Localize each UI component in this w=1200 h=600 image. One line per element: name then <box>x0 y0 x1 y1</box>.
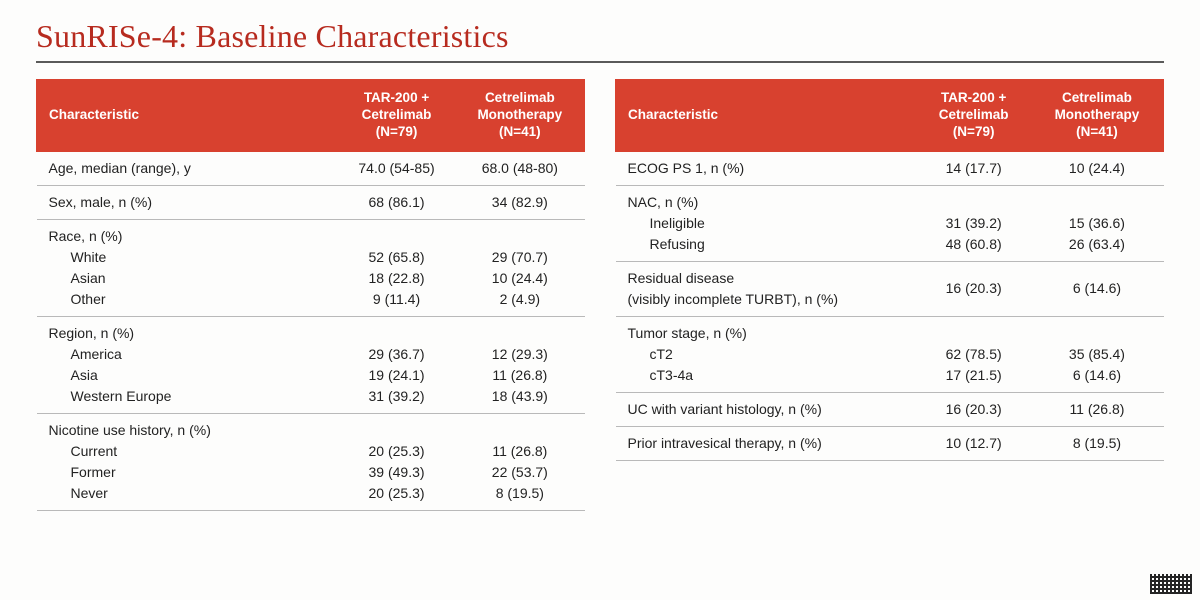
row-race: Race, n (%) White Asian Other 52 (65.8) … <box>37 219 585 316</box>
col-arm1: TAR-200 + Cetrelimab (N=79) <box>917 80 1031 152</box>
row-stage: Tumor stage, n (%) cT2 cT3-4a 62 (78.5) … <box>616 316 1164 392</box>
slide-title: SunRISe-4: Baseline Characteristics <box>36 18 1164 55</box>
row-uc-variant: UC with variant histology, n (%) 16 (20.… <box>616 392 1164 426</box>
col-arm2: Cetrelimab Monotherapy (N=41) <box>1030 80 1163 152</box>
qr-code-icon <box>1150 574 1192 594</box>
baseline-table-right: Characteristic TAR-200 + Cetrelimab (N=7… <box>615 79 1164 461</box>
tables-container: Characteristic TAR-200 + Cetrelimab (N=7… <box>36 79 1164 511</box>
row-prior-therapy: Prior intravesical therapy, n (%) 10 (12… <box>616 426 1164 460</box>
row-nicotine: Nicotine use history, n (%) Current Form… <box>37 413 585 510</box>
row-ecog: ECOG PS 1, n (%) 14 (17.7) 10 (24.4) <box>616 151 1164 185</box>
row-age: Age, median (range), y 74.0 (54-85) 68.0… <box>37 151 585 185</box>
col-characteristic: Characteristic <box>37 80 338 152</box>
header-row: Characteristic TAR-200 + Cetrelimab (N=7… <box>616 80 1164 152</box>
baseline-table-left: Characteristic TAR-200 + Cetrelimab (N=7… <box>36 79 585 511</box>
title-rule <box>36 61 1164 63</box>
col-arm2: Cetrelimab Monotherapy (N=41) <box>455 80 584 152</box>
col-arm1: TAR-200 + Cetrelimab (N=79) <box>338 80 455 152</box>
row-nac: NAC, n (%) Ineligible Refusing 31 (39.2)… <box>616 185 1164 261</box>
row-residual: Residual disease (visibly incomplete TUR… <box>616 261 1164 316</box>
row-region: Region, n (%) America Asia Western Europ… <box>37 316 585 413</box>
row-sex: Sex, male, n (%) 68 (86.1) 34 (82.9) <box>37 185 585 219</box>
header-row: Characteristic TAR-200 + Cetrelimab (N=7… <box>37 80 585 152</box>
col-characteristic: Characteristic <box>616 80 917 152</box>
slide: SunRISe-4: Baseline Characteristics Char… <box>0 0 1200 511</box>
